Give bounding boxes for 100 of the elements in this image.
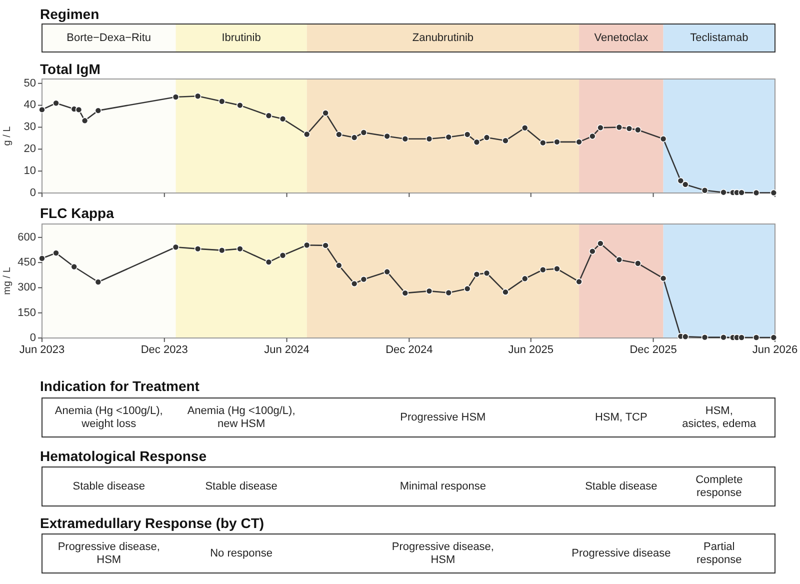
point <box>52 250 60 256</box>
text: Indication for Treatment <box>40 378 200 394</box>
point <box>521 124 528 132</box>
y-tick-label: 0 <box>30 332 36 344</box>
text: Anemia (Hg <100g/L), weight loss <box>54 404 163 430</box>
point <box>360 276 368 283</box>
text: Stable disease <box>205 480 278 492</box>
point <box>554 265 560 272</box>
point <box>279 252 286 259</box>
y-tick-label: 40 <box>24 99 36 112</box>
text: Borte−Dexa−Ritu <box>66 32 152 44</box>
point <box>616 124 623 131</box>
point <box>218 98 226 105</box>
text: No response <box>210 547 272 560</box>
point <box>426 135 433 142</box>
point <box>597 124 604 132</box>
point <box>236 102 244 109</box>
text: Progressive disease, HSM <box>58 540 160 566</box>
point <box>682 181 689 188</box>
point <box>483 270 490 277</box>
y-axis-title: mg / L <box>2 266 13 295</box>
point <box>752 189 760 196</box>
point <box>576 278 582 286</box>
point <box>445 289 452 296</box>
text: HSM, TCP <box>594 411 648 424</box>
point <box>350 134 358 141</box>
point <box>350 280 358 288</box>
point <box>634 260 642 267</box>
y-tick-label: 300 <box>18 282 36 294</box>
point <box>589 248 596 255</box>
x-tick-label: Jun 2024 <box>264 344 310 356</box>
text: Progressive HSM <box>400 411 486 424</box>
point <box>38 106 46 114</box>
point <box>94 107 102 114</box>
point <box>172 94 180 100</box>
point <box>402 290 409 296</box>
text: Anemia (Hg <100g/L), new HSM <box>187 404 296 430</box>
y-tick-label: 600 <box>18 231 36 244</box>
point <box>473 138 480 146</box>
point <box>473 270 480 278</box>
point <box>265 112 272 120</box>
text: Complete response <box>696 474 743 499</box>
x-tick-label: Jun 2025 <box>508 344 554 356</box>
point <box>194 92 202 100</box>
point <box>38 254 46 262</box>
text: Ibrutinib <box>222 32 261 44</box>
x-tick-label: Jun 2026 <box>752 344 798 356</box>
point <box>52 100 60 107</box>
text: Venetoclax <box>594 32 649 44</box>
y-tick-label: 30 <box>24 121 36 134</box>
point <box>660 135 667 142</box>
point <box>720 334 727 341</box>
point <box>483 134 490 141</box>
point <box>752 334 760 341</box>
point <box>464 131 471 138</box>
point <box>81 117 88 124</box>
point <box>194 245 202 252</box>
point <box>426 288 433 294</box>
text: Progressive disease, HSM <box>392 540 494 566</box>
x-tick-label: Dec 2025 <box>630 344 677 356</box>
point <box>720 188 727 196</box>
text: Progressive disease <box>572 547 671 560</box>
text: Extramedullary Response (by CT) <box>40 515 264 531</box>
x-tick-label: Dec 2024 <box>386 344 433 356</box>
point <box>701 186 708 194</box>
point <box>402 135 409 142</box>
point <box>677 177 684 184</box>
point <box>303 130 310 138</box>
y-tick-label: 150 <box>18 306 36 319</box>
y-tick-label: 0 <box>30 186 36 199</box>
point <box>322 242 329 249</box>
x-tick-label: Dec 2023 <box>140 344 188 356</box>
point <box>540 266 546 274</box>
point <box>738 189 745 196</box>
y-tick-label: 10 <box>24 164 36 177</box>
point <box>682 333 689 340</box>
point <box>464 285 471 292</box>
chart-title: Total IgM <box>40 61 100 77</box>
chart-title: FLC Kappa <box>40 205 114 221</box>
point <box>336 131 342 138</box>
text: HSM, asictes, edema <box>682 404 758 430</box>
text: Hematological Response <box>40 448 207 464</box>
point <box>589 132 596 140</box>
point <box>540 139 546 146</box>
point <box>554 138 560 146</box>
point <box>322 110 329 116</box>
point <box>384 132 390 140</box>
point <box>303 242 310 249</box>
point <box>75 106 82 114</box>
point <box>616 256 623 264</box>
text: Partial response <box>696 540 742 566</box>
point <box>634 126 642 134</box>
text: Stable disease <box>585 480 658 492</box>
point <box>172 244 180 251</box>
text: Minimal response <box>400 480 486 492</box>
text: Regimen <box>40 6 100 22</box>
point <box>770 334 778 341</box>
point <box>360 129 368 136</box>
point <box>236 245 244 252</box>
point <box>502 137 509 144</box>
